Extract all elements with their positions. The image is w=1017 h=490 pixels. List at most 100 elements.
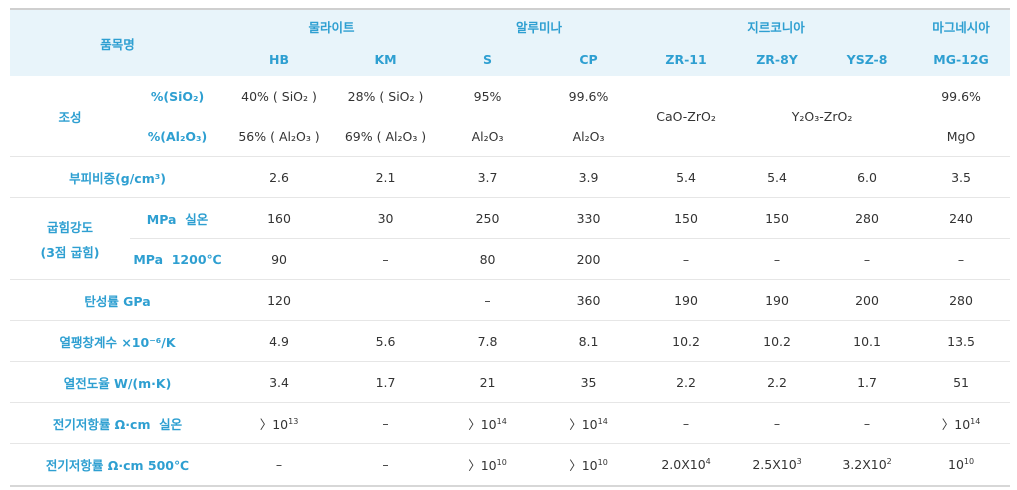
al2o3-sublabel: %(Al₂O₃)	[130, 116, 226, 157]
bending-hot-row: MPa 1200℃ 90 – 80 200 – – – –	[10, 238, 1011, 280]
value-cell: 〉1010	[438, 443, 538, 487]
value-cell: 10.2	[640, 320, 733, 362]
value-cell: 160	[225, 197, 334, 239]
value-cell: 200	[822, 279, 913, 321]
row-label: 열팽창계수 ×10⁻⁶/K	[10, 320, 226, 362]
value-cell: 360	[537, 279, 641, 321]
value-cell: –	[333, 402, 439, 444]
value-cell: 1010	[912, 443, 1011, 487]
row-label: 전기저항률 Ω·cm 실온	[10, 402, 226, 444]
composition-cell: 40% ( SiO₂ )	[241, 88, 317, 104]
value-cell: 150	[732, 197, 823, 239]
value-cell: 4.9	[225, 320, 334, 362]
composition-cell: 28% ( SiO₂ )	[347, 88, 424, 104]
composition-cell: Al₂O₃	[537, 116, 641, 157]
value-exponent: 13	[288, 416, 299, 426]
composition-cell: 56% ( Al₂O₃ )	[225, 116, 334, 157]
composition-cell: 95%	[473, 88, 502, 104]
value-cell: 250	[438, 197, 538, 239]
resistivity-500-row: 전기저항률 Ω·cm 500℃ – – 〉1010 〉1010 2.0X104 …	[10, 443, 1011, 487]
value-cell: 35	[537, 361, 641, 403]
value-cell: 5.4	[732, 156, 823, 198]
value-cell: 5.4	[640, 156, 733, 198]
value-cell: 3.5	[912, 156, 1011, 198]
value-cell: –	[732, 238, 823, 280]
value-cell: –	[732, 402, 823, 444]
value-base: –	[773, 415, 781, 431]
value-cell: 1.7	[333, 361, 439, 403]
expansion-row: 열팽창계수 ×10⁻⁶/K 4.9 5.6 7.8 8.1 10.2 10.2 …	[10, 320, 1011, 362]
value-cell: 〉1014	[912, 402, 1011, 444]
composition-cell: 99.6%	[941, 88, 981, 104]
value-cell: 190	[732, 279, 823, 321]
grade-header: YSZ-8	[822, 42, 913, 76]
value-cell: –	[640, 238, 733, 280]
row-label: 탄성률 GPa	[10, 279, 226, 321]
value-cell: 〉1014	[537, 402, 641, 444]
grade-header: MG-12G	[912, 42, 1011, 76]
bending-label-line1: 굽힘강도	[46, 219, 93, 235]
zirconia-group-header: 지르코니아	[640, 9, 913, 42]
value-cell: 2.1	[333, 156, 439, 198]
value-exponent: 2	[886, 456, 892, 466]
value-exponent: 4	[705, 456, 711, 466]
value-cell: 80	[438, 238, 538, 280]
value-cell: 5.6	[333, 320, 439, 362]
value-cell: 2.2	[732, 361, 823, 403]
value-cell: 240	[912, 197, 1011, 239]
value-base: –	[382, 457, 389, 472]
bending-label-line2: (3점 굽힘)	[40, 244, 100, 260]
value-cell: 90	[225, 238, 334, 280]
value-base: 10	[948, 457, 964, 472]
value-cell: 190	[640, 279, 733, 321]
value-cell: 10.1	[822, 320, 913, 362]
value-cell: 2.6	[225, 156, 334, 198]
conductivity-row: 열전도율 W/(m·K) 3.4 1.7 21 35 2.2 2.2 1.7 5…	[10, 361, 1011, 403]
value-base: 〉10	[259, 416, 289, 432]
composition-cell-yttria: Y₂O₃-ZrO₂	[732, 76, 913, 157]
value-cell: 330	[537, 197, 641, 239]
bending-room-row: 굽힘강도 (3점 굽힘) MPa 실온 160 30 250 330 150 1…	[10, 197, 1011, 280]
row-sublabel: MPa 실온	[130, 197, 226, 239]
row-label: 부피비중(g/cm³)	[10, 156, 226, 198]
sio2-sublabel: %(SiO₂)	[150, 88, 205, 104]
magnesia-group-header: 마그네시아	[912, 9, 1011, 42]
value-cell	[333, 279, 439, 321]
value-base: –	[382, 415, 389, 431]
value-exponent: 10	[963, 456, 975, 466]
value-cell: –	[438, 279, 538, 321]
value-cell: 2.2	[640, 361, 733, 403]
value-base: 〉10	[468, 458, 497, 473]
value-cell: –	[822, 238, 913, 280]
value-cell: 30	[333, 197, 439, 239]
value-base: 〉10	[569, 458, 598, 473]
value-cell: –	[333, 443, 439, 487]
composition-cell: MgO	[912, 116, 1011, 157]
value-cell: 6.0	[822, 156, 913, 198]
value-base: –	[275, 457, 283, 472]
grade-header: CP	[537, 42, 641, 76]
grade-header: KM	[333, 42, 439, 76]
item-name-header: 품목명	[10, 9, 226, 76]
value-cell: 120	[225, 279, 334, 321]
value-cell: 〉1013	[225, 402, 334, 444]
value-cell: 1.7	[822, 361, 913, 403]
value-base: –	[682, 415, 690, 431]
value-cell: 〉1014	[438, 402, 538, 444]
value-exponent: 10	[496, 457, 507, 467]
value-cell: 3.4	[225, 361, 334, 403]
value-cell: 2.5X103	[732, 443, 823, 487]
resistivity-room-row: 전기저항률 Ω·cm 실온 〉1013 – 〉1014 〉1014 – – – …	[10, 402, 1011, 444]
value-exponent: 14	[970, 416, 981, 426]
value-cell: –	[822, 402, 913, 444]
value-cell: –	[912, 238, 1011, 280]
value-exponent: 10	[597, 457, 608, 467]
value-cell: 150	[640, 197, 733, 239]
value-base: 2.0X10	[661, 457, 706, 472]
value-cell: –	[225, 443, 334, 487]
value-base: 2.5X10	[752, 457, 797, 472]
value-cell: 200	[537, 238, 641, 280]
value-cell: 8.1	[537, 320, 641, 362]
row-sublabel: MPa 1200℃	[130, 238, 226, 280]
mullite-group-header: 물라이트	[225, 9, 439, 42]
